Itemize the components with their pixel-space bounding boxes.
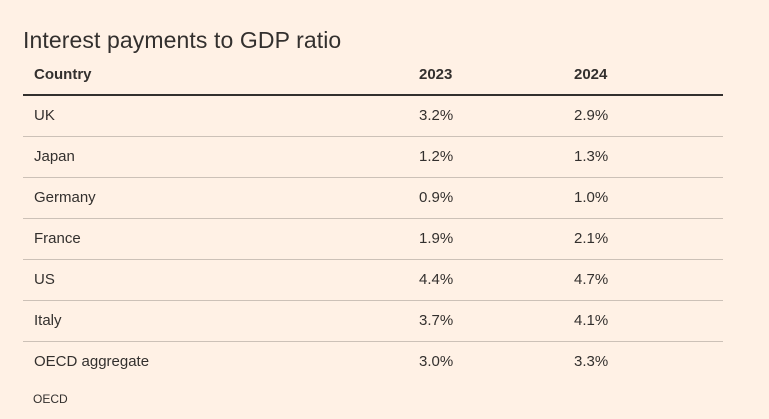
page-title: Interest payments to GDP ratio bbox=[23, 27, 342, 53]
value-2023-cell: 1.2% bbox=[419, 148, 454, 165]
column-header-2023: 2023 bbox=[419, 66, 453, 83]
table-row: France 1.9% 2.1% bbox=[23, 219, 723, 260]
country-cell: Japan bbox=[34, 148, 75, 165]
column-header-country: Country bbox=[34, 66, 92, 83]
table-header-row: Country 2023 2024 bbox=[23, 56, 723, 96]
country-cell: US bbox=[34, 271, 55, 288]
value-2024-cell: 1.0% bbox=[574, 189, 609, 206]
table-row: OECD aggregate 3.0% 3.3% bbox=[23, 342, 723, 383]
country-cell: UK bbox=[34, 107, 55, 124]
country-cell: Germany bbox=[34, 189, 96, 206]
value-2023-cell: 3.2% bbox=[419, 107, 454, 124]
table-row: US 4.4% 4.7% bbox=[23, 260, 723, 301]
value-2024-cell: 4.7% bbox=[574, 271, 609, 288]
value-2024-cell: 2.1% bbox=[574, 230, 609, 247]
country-cell: France bbox=[34, 230, 81, 247]
table-row: UK 3.2% 2.9% bbox=[23, 96, 723, 137]
table-row: Japan 1.2% 1.3% bbox=[23, 137, 723, 178]
value-2024-cell: 3.3% bbox=[574, 353, 609, 370]
value-2023-cell: 1.9% bbox=[419, 230, 454, 247]
table-row: Germany 0.9% 1.0% bbox=[23, 178, 723, 219]
country-cell: OECD aggregate bbox=[34, 353, 150, 370]
value-2024-cell: 2.9% bbox=[574, 107, 609, 124]
data-table: Country 2023 2024 UK 3.2% 2.9% Japan 1.2… bbox=[23, 56, 723, 383]
value-2023-cell: 3.0% bbox=[419, 353, 454, 370]
column-header-2024: 2024 bbox=[574, 66, 608, 83]
value-2023-cell: 0.9% bbox=[419, 189, 454, 206]
value-2023-cell: 3.7% bbox=[419, 312, 454, 329]
value-2024-cell: 4.1% bbox=[574, 312, 609, 329]
value-2024-cell: 1.3% bbox=[574, 148, 609, 165]
table-row: Italy 3.7% 4.1% bbox=[23, 301, 723, 342]
source-note: OECD bbox=[33, 392, 68, 406]
value-2023-cell: 4.4% bbox=[419, 271, 454, 288]
country-cell: Italy bbox=[34, 312, 62, 329]
